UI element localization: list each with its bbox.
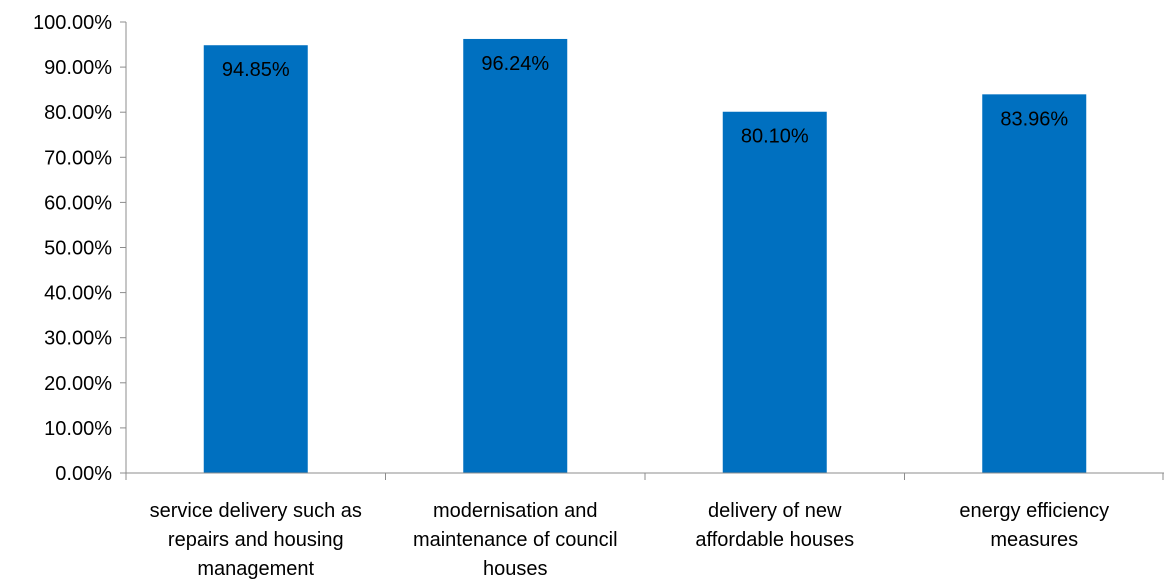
bar [722,111,827,474]
y-tick-label: 90.00% [44,57,112,79]
bar-data-label: 83.96% [1000,108,1068,130]
y-tick-label: 30.00% [44,328,112,350]
y-tick-label: 10.00% [44,418,112,440]
x-category-label-line: service delivery such as [150,500,362,522]
y-axis: 0.00% 10.00% 20.00% 30.00% 40.00% 50.00% 60.00… [33,12,127,485]
bar [982,94,1087,474]
bar [463,38,568,473]
bars-group [203,38,1087,474]
x-category-label-line: management [197,558,314,580]
x-category-label-line: houses [483,558,548,580]
y-tick-label: 40.00% [44,283,112,305]
x-category-label: modernisation and maintenance of council h… [413,500,618,580]
x-category-label-line: measures [990,529,1078,551]
bar-data-label: 96.24% [481,53,549,75]
x-axis: service delivery such as repairs and hous… [125,472,1164,580]
x-category-label-line: maintenance of council [413,529,618,551]
bar-data-label: 94.85% [222,59,290,81]
data-labels-group: 94.85% 96.24% 80.10% 83.96% [222,53,1069,148]
x-category-label: energy efficiency measures [959,500,1109,551]
y-tick-label: 100.00% [33,12,112,34]
y-tick-label: 20.00% [44,373,112,395]
x-category-label: delivery of new affordable houses [695,500,854,551]
y-tick-label: 0.00% [55,463,112,485]
bar [203,45,308,473]
y-tick-label: 60.00% [44,192,112,214]
x-category-label-line: delivery of new [708,500,842,522]
x-category-label-line: repairs and housing [168,529,344,551]
y-tick-label: 80.00% [44,102,112,124]
y-tick-label: 70.00% [44,147,112,169]
x-category-label-line: affordable houses [695,529,854,551]
x-category-label-line: modernisation and [433,500,598,522]
bar-data-label: 80.10% [741,126,809,148]
x-category-label: service delivery such as repairs and hous… [150,500,362,580]
y-tick-label: 50.00% [44,238,112,260]
x-category-label-line: energy efficiency [959,500,1109,522]
